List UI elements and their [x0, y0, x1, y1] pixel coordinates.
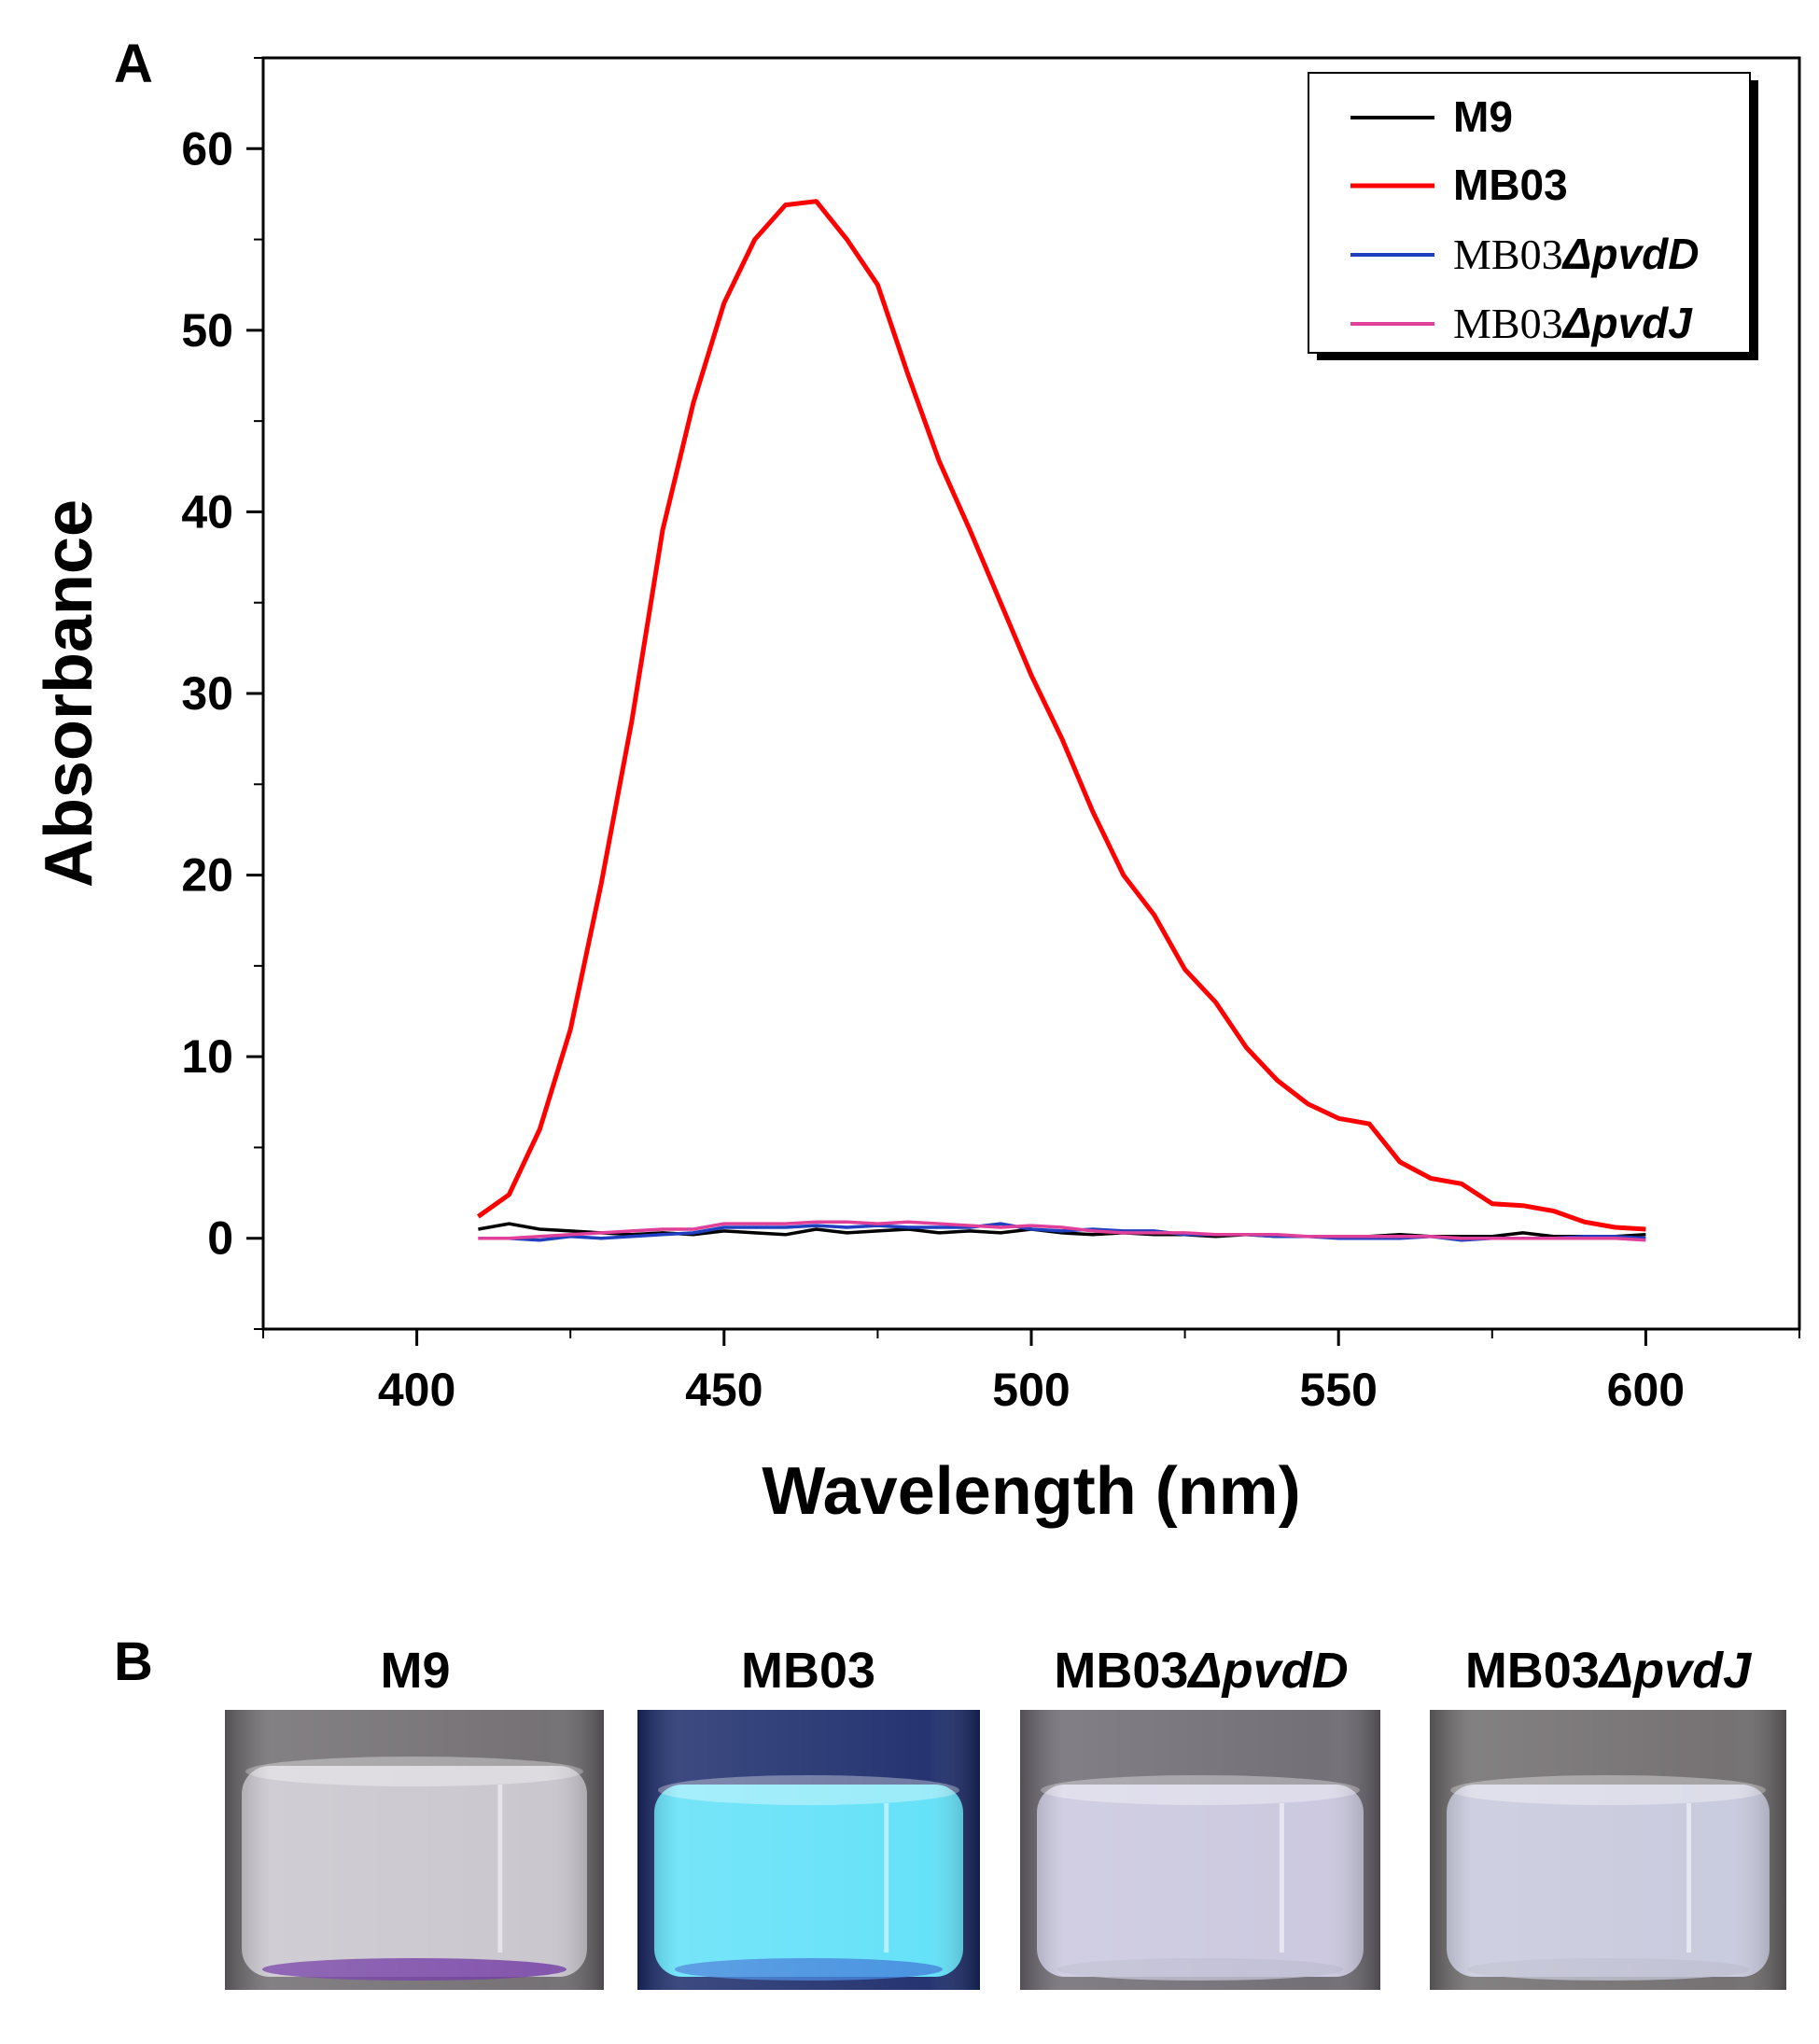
legend: M9 MB03 MB03ΔpvdD MB03ΔpvdJ — [1308, 72, 1758, 360]
legend-label-pvdj-delta: Δ — [1561, 299, 1592, 347]
legend-label-pvdj-prefix: MB03 — [1453, 300, 1563, 347]
x-tick-label: 550 — [1299, 1364, 1377, 1416]
y-tick-label: 0 — [207, 1212, 233, 1265]
vial-label-pvdd: MB03ΔpvdD — [1054, 1643, 1348, 1699]
legend-label-pvdj: MB03ΔpvdJ — [1453, 299, 1693, 347]
legend-label-pvdd-gene: pvdD — [1589, 230, 1699, 278]
vial-label-mb03: MB03 — [741, 1643, 875, 1699]
vial-label-pvdj: MB03ΔpvdJ — [1465, 1643, 1752, 1699]
vial-label-prefix: M9 — [380, 1643, 450, 1699]
vial-label-delta: Δ — [1186, 1643, 1222, 1699]
plot-area: 400 450 500 550 600 0 10 20 30 40 50 60 — [181, 56, 1801, 1416]
vial-label-gene: pvdD — [1221, 1643, 1349, 1699]
x-tick-label: 600 — [1607, 1364, 1685, 1416]
legend-label-pvdj-gene: pvdJ — [1589, 299, 1693, 347]
series-line-mb03 — [476, 199, 1646, 1232]
legend-label-pvdd-prefix: MB03 — [1453, 231, 1563, 278]
legend-label-pvdd-delta: Δ — [1561, 230, 1592, 278]
axis-ticks: 400 450 500 550 600 0 10 20 30 40 50 60 — [181, 57, 1800, 1416]
vial-photos: M9 MB03 MB03ΔpvdD MB03ΔpvdJ — [225, 1643, 1786, 1990]
x-axis-title: Wavelength (nm) — [762, 1454, 1300, 1529]
vial-label-delta: Δ — [1598, 1643, 1633, 1699]
vial-label-prefix: MB03 — [741, 1643, 875, 1699]
vial-photo-m9 — [225, 1710, 604, 1990]
legend-box — [1308, 72, 1751, 354]
x-tick-label: 500 — [992, 1364, 1070, 1416]
y-tick-label: 30 — [181, 667, 233, 720]
legend-label-mb03: MB03 — [1453, 161, 1568, 209]
legend-label-pvdd: MB03ΔpvdD — [1453, 230, 1699, 278]
vial-glass-shade — [1020, 1710, 1380, 1990]
y-tick-label: 40 — [181, 485, 233, 538]
vial-label-prefix: MB03 — [1465, 1643, 1600, 1699]
vial-photo-pvdd — [1020, 1710, 1380, 1990]
y-tick-label: 10 — [181, 1030, 233, 1083]
series-lines — [476, 199, 1646, 1242]
y-tick-label: 20 — [181, 849, 233, 902]
vial-photo-mb03 — [637, 1710, 980, 1990]
vial-glass-shade — [1430, 1710, 1786, 1990]
series-line-pvdj — [478, 1220, 1646, 1242]
vial-photo-pvdj — [1430, 1710, 1786, 1990]
vial-label-gene: pvdJ — [1631, 1643, 1752, 1699]
vial-glass-shade — [225, 1710, 604, 1990]
y-axis-title: Absorbance — [32, 499, 106, 888]
panel-a-label: A — [114, 34, 153, 94]
y-tick-label: 50 — [181, 304, 233, 357]
y-tick-label: 60 — [181, 122, 233, 175]
x-tick-label: 400 — [378, 1364, 455, 1416]
panel-b-label: B — [114, 1631, 153, 1692]
x-tick-label: 450 — [685, 1364, 763, 1416]
vial-glass-shade — [637, 1710, 980, 1990]
vial-label-m9: M9 — [380, 1643, 450, 1699]
legend-label-m9: M9 — [1453, 92, 1513, 141]
vial-label-prefix: MB03 — [1054, 1643, 1188, 1699]
